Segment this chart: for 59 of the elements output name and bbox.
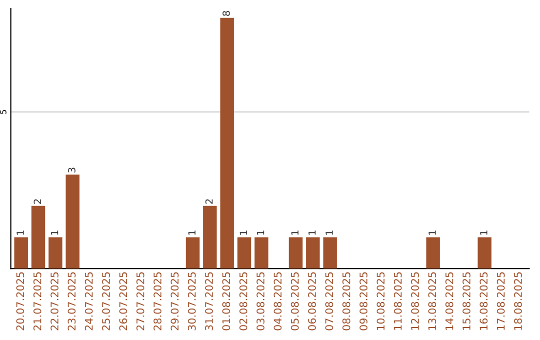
x-tick-label: 02.08.2025 — [239, 272, 248, 330]
x-tick-label: 24.07.2025 — [84, 272, 93, 330]
bar — [31, 206, 46, 269]
data-label: 1 — [480, 230, 488, 235]
x-tick-label: 01.08.2025 — [222, 272, 230, 330]
x-tick-label: 12.08.2025 — [411, 272, 419, 330]
x-tick-label: 11.08.2025 — [394, 272, 402, 330]
x-tick-label: 27.07.2025 — [136, 272, 144, 330]
x-tick-label: 06.08.2025 — [308, 272, 316, 330]
bar — [66, 174, 80, 269]
x-tick-label: 25.07.2025 — [102, 272, 110, 330]
bar — [288, 237, 303, 269]
x-tick-label: 08.08.2025 — [342, 272, 350, 330]
x-tick-label: 14.08.2025 — [445, 272, 454, 330]
x-tick-label: 05.08.2025 — [290, 272, 299, 330]
bar — [220, 18, 234, 269]
data-label: 1 — [240, 230, 247, 235]
data-label: 1 — [51, 230, 58, 235]
data-label: 1 — [291, 230, 298, 235]
x-tick-label: 28.07.2025 — [154, 272, 162, 330]
x-tick-label: 13.08.2025 — [428, 272, 436, 330]
x-tick-label: 23.07.2025 — [68, 272, 76, 330]
y-tick-label: 5 — [0, 110, 6, 114]
bar — [323, 237, 337, 269]
data-label: 1 — [188, 230, 196, 235]
data-label: 3 — [68, 168, 76, 172]
x-tick-label: 22.07.2025 — [50, 272, 58, 330]
x-tick-label: 10.08.2025 — [376, 272, 385, 330]
data-label: 2 — [205, 199, 213, 204]
data-label: 1 — [326, 230, 333, 235]
x-tick-label: 21.07.2025 — [33, 272, 42, 330]
x-tick-label: 17.08.2025 — [496, 272, 505, 330]
x-tick-label: 15.08.2025 — [462, 272, 470, 330]
x-tick-label: 04.08.2025 — [274, 272, 282, 330]
bar — [478, 237, 492, 269]
x-tick-label: 31.07.2025 — [205, 272, 213, 330]
x-tick-label: 09.08.2025 — [360, 272, 368, 330]
data-label: 1 — [308, 230, 316, 235]
bar — [254, 237, 268, 269]
data-label: 2 — [34, 199, 41, 204]
bar — [48, 237, 62, 269]
x-tick-label: 03.08.2025 — [256, 272, 264, 330]
x-tick-label: 18.08.2025 — [514, 272, 522, 330]
data-label: 8 — [222, 10, 230, 16]
x-tick-label: 07.08.2025 — [325, 272, 334, 330]
x-tick-label: 16.08.2025 — [480, 272, 488, 330]
bar — [237, 237, 252, 269]
data-label: 1 — [257, 230, 264, 235]
x-tick-label: 29.07.2025 — [170, 272, 179, 330]
bar — [186, 237, 200, 269]
data-label: 1 — [16, 230, 24, 235]
x-tick-label: 30.07.2025 — [188, 272, 196, 330]
data-label: 1 — [428, 230, 436, 235]
bar — [426, 237, 440, 269]
bar — [203, 206, 217, 269]
bar — [14, 237, 28, 269]
x-tick-label: 20.07.2025 — [16, 272, 24, 330]
x-tick-label: 26.07.2025 — [119, 272, 128, 330]
bar — [306, 237, 320, 269]
